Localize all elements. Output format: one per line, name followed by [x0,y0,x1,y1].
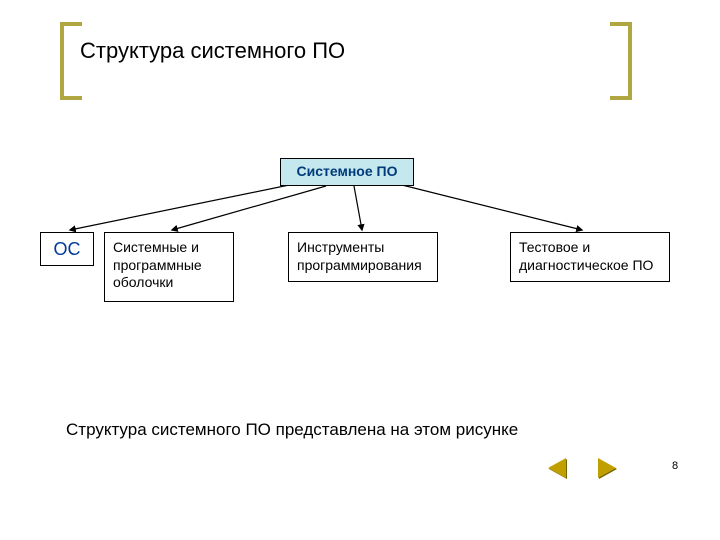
prev-slide-button[interactable] [548,458,566,478]
next-slide-button[interactable] [598,458,616,478]
diagram-caption: Структура системного ПО представлена на … [66,420,518,440]
edge-root-shells [172,186,326,230]
node-shells: Системные и программные оболочки [104,232,234,302]
node-test: Тестовое и диагностическое ПО [510,232,670,282]
edge-root-tools [354,186,362,230]
edge-root-test [398,184,582,230]
node-tools: Инструменты программирования [288,232,438,282]
node-root: Системное ПО [280,158,414,186]
node-os: ОС [40,232,94,266]
page-number: 8 [672,460,678,472]
edge-root-os [70,184,294,230]
